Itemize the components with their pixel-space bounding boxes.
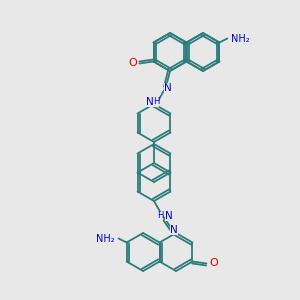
Text: NH₂: NH₂ — [96, 233, 115, 244]
Text: H: H — [157, 212, 163, 220]
Text: N: N — [164, 83, 172, 93]
Text: N: N — [165, 211, 173, 221]
Text: N: N — [146, 97, 154, 107]
Text: O: O — [209, 259, 218, 269]
Text: O: O — [128, 58, 137, 68]
Text: NH₂: NH₂ — [231, 34, 250, 44]
Text: H: H — [153, 98, 159, 106]
Text: N: N — [170, 225, 178, 235]
